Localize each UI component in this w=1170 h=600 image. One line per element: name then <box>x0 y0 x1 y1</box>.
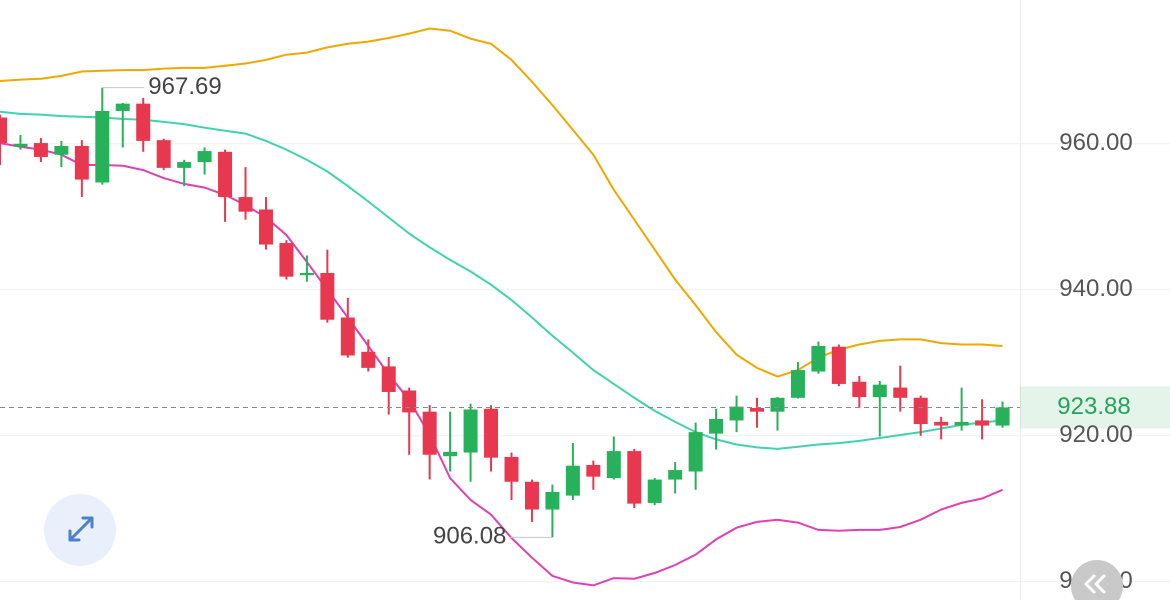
candle-body <box>340 317 355 356</box>
candle-body <box>565 465 580 496</box>
candle-body <box>934 421 949 426</box>
candle-body <box>33 143 48 157</box>
candle-body <box>647 479 662 503</box>
overlay: 967.69 906.08 923.88 <box>0 73 1170 550</box>
candle-body <box>668 470 683 480</box>
candle-body <box>238 197 253 212</box>
candle-body <box>197 151 212 163</box>
expand-icon <box>68 516 94 542</box>
candle-body <box>381 366 396 392</box>
candle-body <box>975 420 990 426</box>
candle-body <box>893 387 908 398</box>
candle-body <box>831 346 846 384</box>
candle-body <box>218 151 233 198</box>
candle-body <box>258 209 273 245</box>
candle-body <box>484 408 499 458</box>
candle-body <box>177 162 192 168</box>
candle-body <box>320 272 335 320</box>
high-marker-label: 967.69 <box>148 73 221 100</box>
y-tick-label: 920.00 <box>1059 421 1132 448</box>
candle-body <box>688 432 703 472</box>
low-marker-label: 906.08 <box>433 523 506 550</box>
candle-body <box>299 272 314 276</box>
candle-body <box>504 456 519 482</box>
candle-body <box>443 451 458 457</box>
candle-body <box>729 406 744 421</box>
candle-body <box>95 110 110 183</box>
candle-body <box>361 351 376 368</box>
candle-body <box>954 421 969 426</box>
candle-body <box>74 145 89 180</box>
candle-body <box>0 117 7 144</box>
y-tick-label: 940.00 <box>1059 275 1132 302</box>
candle-body <box>115 103 130 111</box>
candle-body <box>913 397 928 425</box>
candle-body <box>156 140 171 168</box>
candle-body <box>545 491 560 510</box>
y-tick-label: 960.00 <box>1059 129 1132 156</box>
candle-body <box>524 481 539 510</box>
band-line <box>0 110 1003 450</box>
candle-body <box>872 384 887 398</box>
last-price-box <box>1020 386 1170 429</box>
expand-button[interactable] <box>44 494 116 566</box>
candle-body <box>136 103 151 141</box>
band-line <box>0 142 1003 587</box>
candle-body <box>463 409 478 453</box>
candle-body <box>606 451 621 479</box>
scroll-button[interactable] <box>1071 560 1123 600</box>
candle-body <box>790 370 805 398</box>
last-price-label: 923.88 <box>1057 393 1130 420</box>
candle-body <box>709 418 724 434</box>
candle-body <box>279 243 294 277</box>
candle-body <box>995 407 1010 426</box>
candle-body <box>811 345 826 372</box>
candle-body <box>54 145 69 155</box>
scroll-icon <box>1084 574 1106 594</box>
candle-body <box>627 451 642 504</box>
candle-body <box>586 464 601 477</box>
scroll-button-bg[interactable] <box>1071 560 1123 600</box>
candle-body <box>422 411 437 455</box>
candle-body <box>750 408 765 412</box>
candle-body <box>770 397 785 412</box>
candle-body <box>852 381 867 398</box>
candle-body <box>402 390 417 413</box>
plot-area <box>0 27 1010 587</box>
candle-body <box>13 143 28 147</box>
